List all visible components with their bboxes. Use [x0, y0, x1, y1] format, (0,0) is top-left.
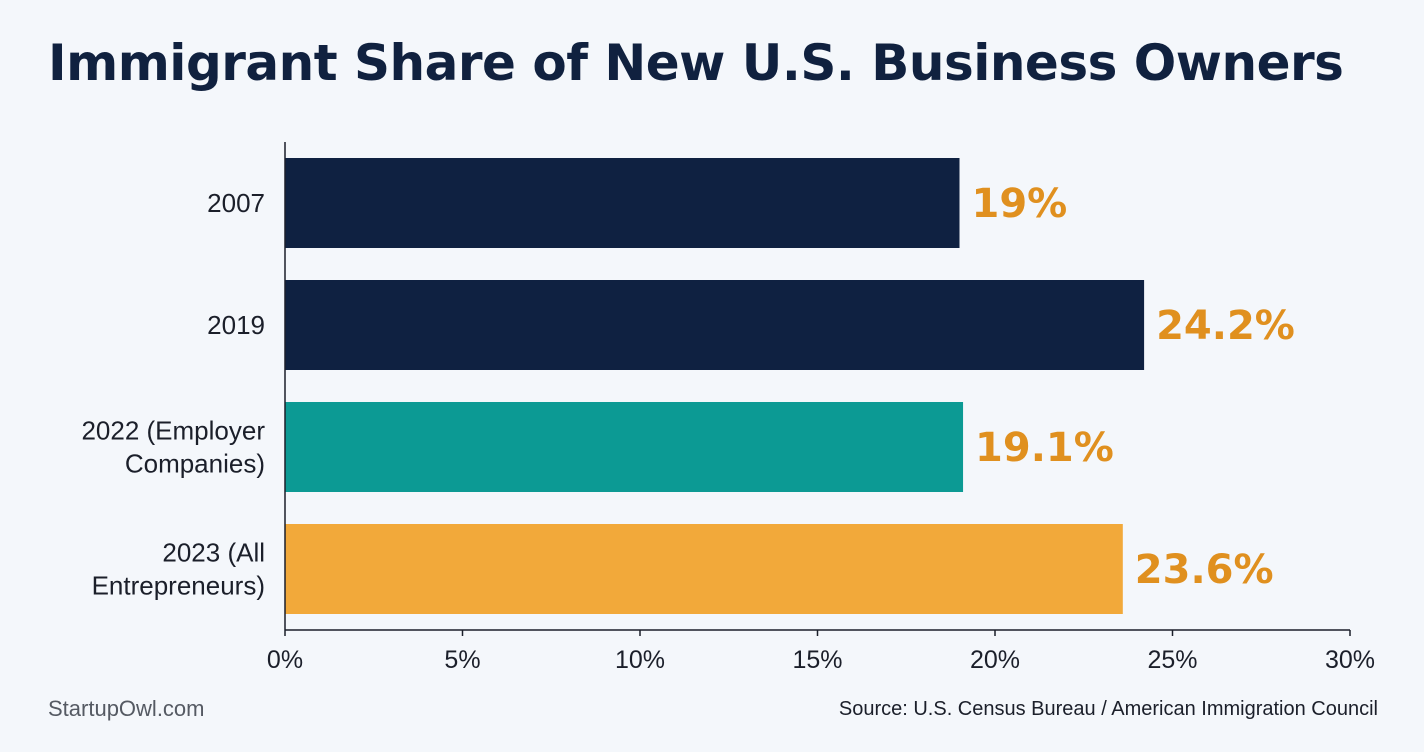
category-label-line: 2019: [207, 310, 265, 340]
x-tick-label-2: 10%: [615, 646, 665, 674]
category-label-2: 2022 (Employer Companies): [81, 416, 265, 479]
x-tick-label-4: 20%: [970, 646, 1020, 674]
chart-title: Immigrant Share of New U.S. Business Own…: [48, 34, 1344, 92]
axes-layer: [284, 142, 1351, 636]
bar-2: [285, 402, 964, 492]
bar-0: [285, 158, 960, 248]
value-label-0: 19%: [972, 181, 1068, 227]
category-label-line: 2022 (Employer: [81, 416, 265, 446]
category-label-line: 2007: [207, 188, 265, 218]
labels-layer: 19% 2007 24.2% 2019 19.1% 2022 (Employer Compa…: [81, 181, 1375, 674]
brand-footer: StartupOwl.com: [48, 696, 205, 721]
source-note: Source: U.S. Census Bureau / American Im…: [838, 698, 1378, 720]
value-label-2: 19.1%: [975, 425, 1114, 471]
x-tick-label-0: 0%: [267, 646, 303, 674]
x-tick-label-6: 30%: [1325, 646, 1375, 674]
x-tick-label-3: 15%: [792, 646, 842, 674]
category-label-3: 2023 (All Entrepreneurs): [92, 538, 265, 601]
value-label-1: 24.2%: [1156, 303, 1295, 349]
x-tick-label-1: 5%: [444, 646, 480, 674]
x-tick-label-5: 25%: [1147, 646, 1197, 674]
bars-layer: [285, 158, 1145, 614]
category-label-1: 2019: [207, 310, 265, 340]
bar-3: [285, 524, 1123, 614]
category-label-line: Entrepreneurs): [92, 571, 265, 601]
category-label-line: Companies): [125, 449, 265, 479]
value-label-3: 23.6%: [1135, 547, 1274, 593]
category-label-0: 2007: [207, 188, 265, 218]
bar-1: [285, 280, 1145, 370]
category-label-line: 2023 (All: [162, 538, 265, 568]
